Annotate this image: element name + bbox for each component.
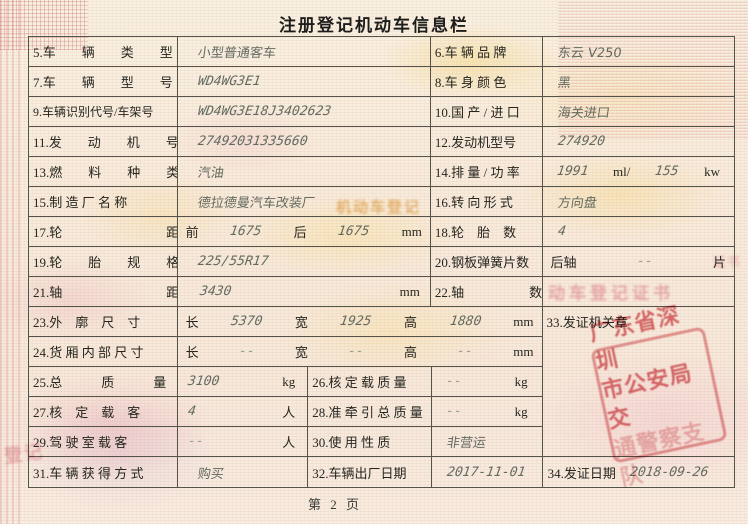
field-27-label: 27.核 定 载 客 bbox=[29, 397, 178, 427]
field-26-value: -- kg bbox=[431, 367, 543, 397]
field-16-value: 方向盘 bbox=[542, 187, 734, 217]
field-19-value: 225/55R17 bbox=[177, 247, 431, 277]
field-12-value: 274920 bbox=[542, 127, 734, 157]
field-23-label: 23.外 廓 尺 寸 bbox=[29, 307, 178, 337]
field-10-label: 10.国 产 / 进 口 bbox=[430, 97, 543, 127]
field-8-label: 8.车 身 颜 色 bbox=[430, 67, 543, 97]
field-24-value: 长 -- 宽 -- 高 -- mm bbox=[177, 337, 543, 367]
field-34-label: 34.发证日期 bbox=[547, 465, 616, 481]
table-row: 7.车 辆 型 号 WD4WG3E1 8.车 身 颜 色 黑 bbox=[29, 67, 734, 97]
table-row: 29.驾 驶 室 载 客 -- 人 30.使 用 性 质 非营运 bbox=[29, 427, 735, 457]
table-row: 11.发 动 机 号 27492031335660 12.发动机型号 27492… bbox=[29, 127, 734, 157]
field-18-value: 4 bbox=[542, 217, 734, 247]
field-15-label: 15.制 造 厂 名 称 bbox=[29, 187, 178, 217]
field-32-value: 2017-11-01 bbox=[432, 457, 543, 487]
field-31-label: 31.车 辆 获 得 方 式 bbox=[29, 457, 178, 487]
left-stripe-pattern bbox=[0, 0, 24, 524]
field-29-value: -- 人 bbox=[177, 427, 309, 457]
table-row: 19.轮 胎 规 格 225/55R17 20.钢板弹簧片数 后轴 -- 片 bbox=[29, 247, 734, 277]
field-28-value: -- kg bbox=[431, 397, 543, 427]
field-11-value: 27492031335660 bbox=[177, 127, 431, 157]
field-32-label: 32.车辆出厂日期 bbox=[308, 457, 432, 487]
field-12-label: 12.发动机型号 bbox=[430, 127, 543, 157]
field-5-label: 5.车 辆 类 型 bbox=[29, 37, 178, 67]
field-30-value: 非营运 bbox=[431, 427, 543, 457]
table-row: 31.车 辆 获 得 方 式 购买 32.车辆出厂日期 2017-11-01 3… bbox=[29, 457, 734, 487]
field-7-value: WD4WG3E1 bbox=[177, 67, 431, 97]
field-18-label: 18.轮 胎 数 bbox=[430, 217, 543, 247]
field-31-value: 购买 bbox=[178, 457, 309, 487]
table-row: 5.车 辆 类 型 小型普通客车 6.车 辆 品 牌 东云 V250 bbox=[29, 37, 734, 67]
field-20-label: 20.钢板弹簧片数 bbox=[430, 247, 543, 277]
field-14-value: 1991 ml/155 kw bbox=[542, 157, 735, 187]
field-25-value: 3100 kg bbox=[177, 367, 309, 397]
table-row: 25.总 质 量 3100 kg 26.核 定 载 质 量 -- kg bbox=[29, 367, 734, 397]
field-29-label: 29.驾 驶 室 载 客 bbox=[29, 427, 178, 457]
field-23-value: 长 5370 宽 1925 高 1880 mm bbox=[177, 307, 543, 337]
field-22-label: 22.轴 数 bbox=[430, 277, 543, 307]
field-13-label: 13.燃 料 种 类 bbox=[29, 157, 178, 187]
field-19-label: 19.轮 胎 规 格 bbox=[29, 247, 178, 277]
field-26-label: 26.核 定 载 质 量 bbox=[308, 367, 432, 397]
field-25-label: 25.总 质 量 bbox=[29, 367, 178, 397]
field-9-label: 9.车辆识别代号/车架号 bbox=[29, 97, 178, 127]
field-16-label: 16.转 向 形 式 bbox=[430, 187, 543, 217]
field-15-value: 德拉德曼汽车改装厂 bbox=[177, 187, 431, 217]
field-20-value: 后轴 -- 片 bbox=[542, 247, 734, 277]
field-34: 34.发证日期 2018-09-26 bbox=[543, 457, 734, 487]
field-30-label: 30.使 用 性 质 bbox=[308, 427, 432, 457]
page-title: 注册登记机动车信息栏 bbox=[279, 16, 469, 35]
field-21-label: 21.轴 距 bbox=[29, 277, 178, 307]
vehicle-info-table: 5.车 辆 类 型 小型普通客车 6.车 辆 品 牌 东云 V250 7.车 辆… bbox=[28, 36, 735, 488]
field-5-value: 小型普通客车 bbox=[177, 37, 431, 67]
field-11-label: 11.发 动 机 号 bbox=[29, 127, 178, 157]
field-28-label: 28.准 牵 引 总 质 量 bbox=[308, 397, 432, 427]
field-21-value: 3430 mm bbox=[177, 277, 431, 307]
field-6-value: 东云 V250 bbox=[542, 37, 734, 67]
field-7-label: 7.车 辆 型 号 bbox=[29, 67, 178, 97]
table-row: 13.燃 料 种 类 汽油 14.排 量 / 功 率 1991 ml/155 kw bbox=[29, 157, 735, 187]
field-10-value: 海关进口 bbox=[542, 97, 734, 127]
table-row: 15.制 造 厂 名 称 德拉德曼汽车改装厂 16.转 向 形 式 方向盘 bbox=[29, 187, 734, 217]
field-33-label: 33.发证机关章 bbox=[546, 315, 628, 330]
field-8-value: 黑 bbox=[542, 67, 734, 97]
table-row: 9.车辆识别代号/车架号 WD4WG3E18J3402623 10.国 产 / … bbox=[29, 97, 734, 127]
field-17-label: 17.轮 距 bbox=[29, 217, 178, 247]
table-row: 21.轴 距 3430 mm 22.轴 数 bbox=[29, 277, 734, 307]
field-24-label: 24.货 厢 内 部 尺 寸 bbox=[29, 337, 178, 367]
field-6-label: 6.车 辆 品 牌 bbox=[430, 37, 543, 67]
page-number: 第 2 页 bbox=[307, 497, 362, 512]
field-17-value: 前 1675 后 1675 mm bbox=[177, 217, 431, 247]
field-9-value: WD4WG3E18J3402623 bbox=[177, 97, 431, 127]
field-14-label: 14.排 量 / 功 率 bbox=[430, 157, 543, 187]
table-row: 23.外 廓 尺 寸 长 5370 宽 1925 高 1880 mm 33.发证机关章 bbox=[29, 307, 734, 337]
field-22-value bbox=[542, 277, 734, 307]
table-row: 24.货 厢 内 部 尺 寸 长 -- 宽 -- 高 -- mm bbox=[29, 337, 734, 367]
table-row: 17.轮 距 前 1675 后 1675 mm 18.轮 胎 数 4 bbox=[29, 217, 734, 247]
field-13-value: 汽油 bbox=[177, 157, 431, 187]
stamp-area-cell bbox=[542, 427, 735, 457]
issuing-authority-stamp: 广东省深圳 市公安局交 通警察支队 bbox=[587, 302, 728, 491]
